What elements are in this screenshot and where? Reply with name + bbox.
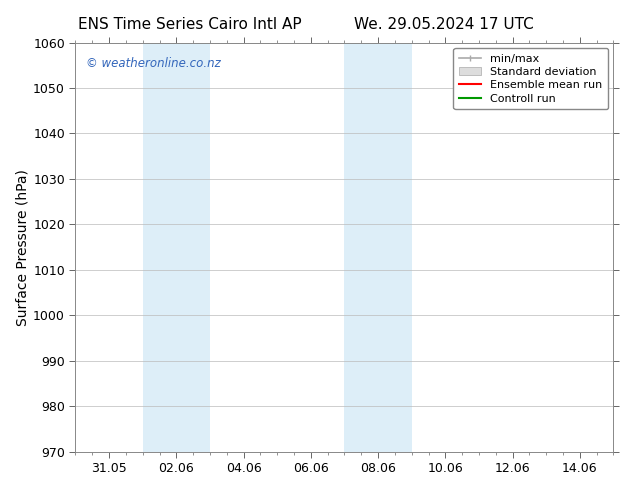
Legend: min/max, Standard deviation, Ensemble mean run, Controll run: min/max, Standard deviation, Ensemble me… <box>453 48 608 109</box>
Text: © weatheronline.co.nz: © weatheronline.co.nz <box>86 57 221 70</box>
Bar <box>143 43 210 452</box>
Text: We. 29.05.2024 17 UTC: We. 29.05.2024 17 UTC <box>354 17 534 32</box>
Bar <box>344 43 411 452</box>
Y-axis label: Surface Pressure (hPa): Surface Pressure (hPa) <box>15 169 29 325</box>
Text: ENS Time Series Cairo Intl AP: ENS Time Series Cairo Intl AP <box>79 17 302 32</box>
